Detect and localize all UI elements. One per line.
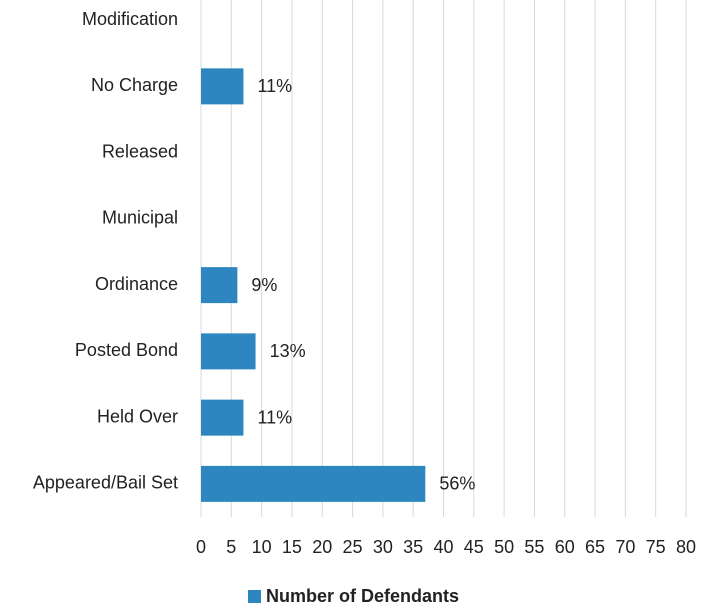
y-tick-label: Posted Bond bbox=[75, 340, 178, 360]
y-tick-label: Ordinance bbox=[95, 274, 178, 294]
x-tick-label: 55 bbox=[524, 537, 544, 557]
x-tick-label: 5 bbox=[226, 537, 236, 557]
data-label: 9% bbox=[251, 275, 277, 295]
x-tick-label: 15 bbox=[282, 537, 302, 557]
bar bbox=[201, 399, 244, 436]
y-tick-label: Modification bbox=[82, 9, 178, 29]
data-label: 13% bbox=[270, 341, 306, 361]
data-label: 11% bbox=[257, 76, 292, 96]
x-tick-label: 70 bbox=[615, 537, 635, 557]
x-tick-label: 80 bbox=[676, 537, 696, 557]
x-tick-label: 35 bbox=[403, 537, 423, 557]
bar bbox=[201, 333, 256, 370]
x-tick-label: 60 bbox=[555, 537, 575, 557]
x-tick-label: 25 bbox=[343, 537, 363, 557]
x-tick-label: 75 bbox=[646, 537, 666, 557]
y-tick-label: Appeared/Bail Set bbox=[33, 473, 178, 493]
y-tick-label: Municipal bbox=[102, 208, 178, 228]
x-tick-label: 65 bbox=[585, 537, 605, 557]
legend-label: Number of Defendants bbox=[266, 586, 459, 606]
legend-swatch bbox=[248, 590, 261, 603]
y-tick-label: No Charge bbox=[91, 75, 178, 95]
bar bbox=[201, 267, 238, 304]
y-tick-label: Released bbox=[102, 141, 178, 161]
x-tick-label: 50 bbox=[494, 537, 514, 557]
x-tick-label: 20 bbox=[312, 537, 332, 557]
y-tick-label: Held Over bbox=[97, 406, 178, 426]
x-tick-label: 0 bbox=[196, 537, 206, 557]
bar bbox=[201, 68, 244, 105]
data-label: 56% bbox=[439, 474, 475, 494]
x-tick-label: 45 bbox=[464, 537, 484, 557]
bar bbox=[201, 465, 426, 502]
x-tick-label: 10 bbox=[252, 537, 272, 557]
x-tick-label: 40 bbox=[433, 537, 453, 557]
x-tick-label: 30 bbox=[373, 537, 393, 557]
data-label: 11% bbox=[257, 407, 292, 427]
